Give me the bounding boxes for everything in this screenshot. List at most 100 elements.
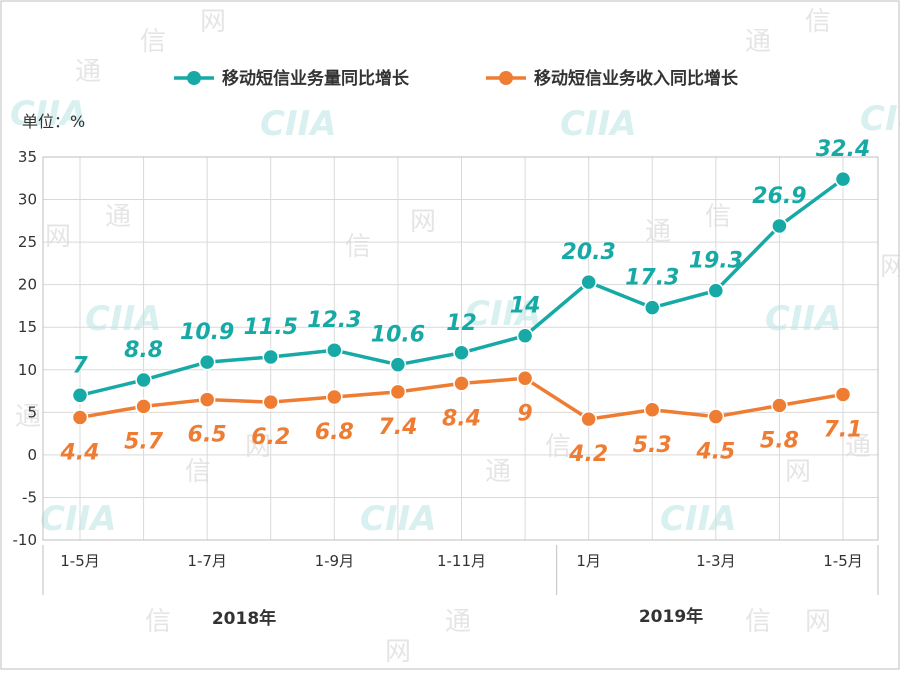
- data-label: 10.9: [180, 320, 234, 345]
- data-point: [771, 397, 788, 414]
- x-tick-label: 1-3月: [696, 552, 736, 570]
- x-tick-label: 1-5月: [823, 552, 863, 570]
- data-point: [580, 273, 597, 291]
- x-tick-label: 1月: [576, 552, 601, 570]
- plot-area-border: [42, 156, 879, 541]
- legend: 移动短信业务量同比增长 移动短信业务收入同比增长: [174, 68, 739, 89]
- data-label: 5.7: [124, 429, 164, 454]
- data-point: [644, 299, 661, 316]
- watermark-char: 信: [745, 607, 771, 637]
- watermark-char: 信: [705, 202, 731, 232]
- data-label: 6.5: [188, 423, 227, 448]
- axis-layer: 35 30 25 20 15 10 5 0 -5 -10 1-5月 1-7月 1-9月 1-11月 1月 1-…: [13, 148, 879, 595]
- data-point: [326, 341, 343, 359]
- legend-label-revenue: 移动短信业务收入同比增长: [534, 68, 739, 89]
- data-point: [453, 375, 470, 392]
- watermark-char: 信: [140, 27, 166, 57]
- year-label-2018: 2018年: [212, 608, 276, 629]
- data-label: 8.8: [124, 338, 163, 363]
- watermark-char: 网: [410, 207, 436, 237]
- watermark-char: 网: [880, 252, 900, 282]
- data-point: [644, 401, 661, 419]
- data-point: [71, 387, 89, 404]
- data-label: 19.3: [689, 249, 743, 274]
- watermark-logo: CIIA: [765, 299, 842, 339]
- watermark-logo: CIIA: [560, 104, 637, 144]
- x-tick-label: 1-9月: [315, 552, 355, 570]
- watermark-char: 信: [345, 232, 371, 262]
- data-label: 4.5: [695, 440, 735, 465]
- y-tick-label: 0: [27, 446, 37, 464]
- x-tick-label: 1-11月: [437, 552, 486, 570]
- watermark-logo: CIIA: [40, 499, 117, 539]
- data-label: 11.5: [244, 315, 298, 340]
- data-point: [707, 408, 725, 425]
- data-point: [326, 388, 343, 406]
- data-label: 32.4: [816, 137, 870, 162]
- watermark-char: 网: [805, 607, 831, 637]
- watermark-char: 通: [445, 607, 471, 637]
- data-label: 7: [72, 353, 88, 378]
- data-label: 9: [517, 401, 532, 426]
- data-point: [198, 353, 216, 371]
- data-label: 12.3: [307, 308, 361, 333]
- data-label: 4.2: [568, 442, 608, 467]
- y-tick-label: 30: [18, 191, 37, 209]
- data-point: [262, 348, 279, 366]
- data-point: [71, 409, 89, 426]
- data-label: 7.4: [378, 415, 417, 440]
- y-tick-label: 25: [18, 233, 37, 251]
- data-label: 12: [446, 311, 477, 336]
- series-layer: [71, 170, 852, 428]
- x-tick-label: 1-5月: [60, 552, 100, 570]
- watermark-char: 网: [245, 432, 271, 462]
- watermark-logo: CIIA: [860, 99, 900, 139]
- data-point: [453, 344, 470, 362]
- watermark-char: 网: [385, 637, 411, 667]
- legend-label-volume: 移动短信业务量同比增长: [222, 68, 410, 89]
- year-label-2019: 2019年: [639, 606, 703, 627]
- watermark-char: 网: [200, 7, 226, 37]
- watermark-char: 通: [15, 402, 41, 432]
- y-tick-label: 10: [18, 361, 37, 379]
- data-label: 4.4: [60, 440, 100, 465]
- watermark-char: 信: [145, 607, 171, 637]
- data-point: [198, 391, 216, 408]
- data-point: [771, 217, 788, 235]
- data-point: [707, 282, 725, 299]
- data-label: 8.4: [442, 406, 481, 431]
- data-label: 5.8: [760, 429, 799, 454]
- data-label: 20.3: [562, 240, 616, 265]
- data-point: [516, 327, 534, 344]
- data-label: 5.3: [633, 433, 672, 458]
- data-label-layer: 7 8.8 10.9 11.5 12.3 10.6 12 14 20.3 17.3 19.3 26.9…: [60, 137, 871, 467]
- legend-item-revenue: 移动短信业务收入同比增长: [486, 68, 739, 89]
- data-label: 26.9: [752, 184, 806, 209]
- watermark-logo: CIIA: [660, 499, 737, 539]
- watermark-layer: 通信网通信网通信网通信网通信网通信网通信网通信网CIIACIIACIIACIIA…: [10, 7, 900, 667]
- watermark-char: 通: [485, 457, 511, 487]
- x-tick-label: 1-7月: [187, 552, 227, 570]
- watermark-char: 通: [745, 27, 771, 57]
- y-tick-label: 20: [18, 276, 37, 294]
- data-point: [135, 398, 152, 415]
- watermark-char: 信: [545, 432, 571, 462]
- watermark-char: 通: [105, 202, 131, 232]
- data-point: [580, 410, 597, 428]
- watermark-logo: CIIA: [260, 104, 337, 144]
- y-tick-label: 15: [18, 318, 37, 336]
- watermark-logo: CIIA: [10, 94, 87, 134]
- y-tick-label: 5: [27, 403, 37, 421]
- watermark-char: 通: [75, 57, 101, 87]
- watermark-logo: CIIA: [85, 299, 162, 339]
- data-point: [262, 393, 279, 411]
- data-label: 14: [510, 294, 541, 319]
- data-label: 6.8: [315, 420, 354, 445]
- data-label: 10.6: [371, 323, 425, 348]
- legend-marker-volume: [187, 71, 201, 85]
- data-point: [516, 370, 534, 387]
- data-label: 6.2: [251, 425, 290, 450]
